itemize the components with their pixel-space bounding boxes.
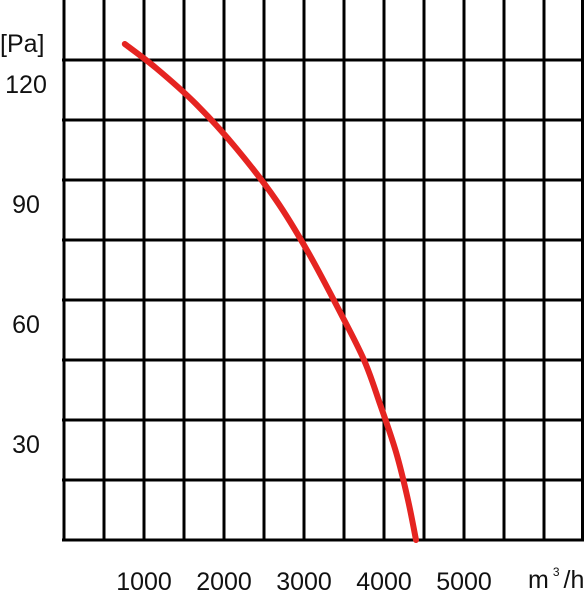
y-tick-label: 60 xyxy=(12,311,40,339)
x-tick-label: 2000 xyxy=(196,568,252,596)
grid xyxy=(62,0,584,542)
y-tick-label: 30 xyxy=(12,431,40,459)
series-layer xyxy=(121,41,419,543)
tick-labels: 30 60 90 120 1000 2000 3000 4000 5000 xyxy=(5,71,492,596)
y-tick-label: 90 xyxy=(12,191,40,219)
x-unit-suffix: /h xyxy=(564,566,584,594)
y-unit-label: [Pa] xyxy=(0,30,44,58)
x-unit-label: m 3 /h xyxy=(528,563,584,594)
y-tick-label: 120 xyxy=(5,71,47,99)
x-tick-label: 4000 xyxy=(356,568,412,596)
x-tick-label: 1000 xyxy=(116,568,172,596)
series-line xyxy=(121,41,419,543)
x-unit-superscript: 3 xyxy=(553,565,560,579)
x-unit-base: m xyxy=(528,566,549,594)
x-tick-label: 3000 xyxy=(276,568,332,596)
x-tick-label: 5000 xyxy=(436,568,492,596)
